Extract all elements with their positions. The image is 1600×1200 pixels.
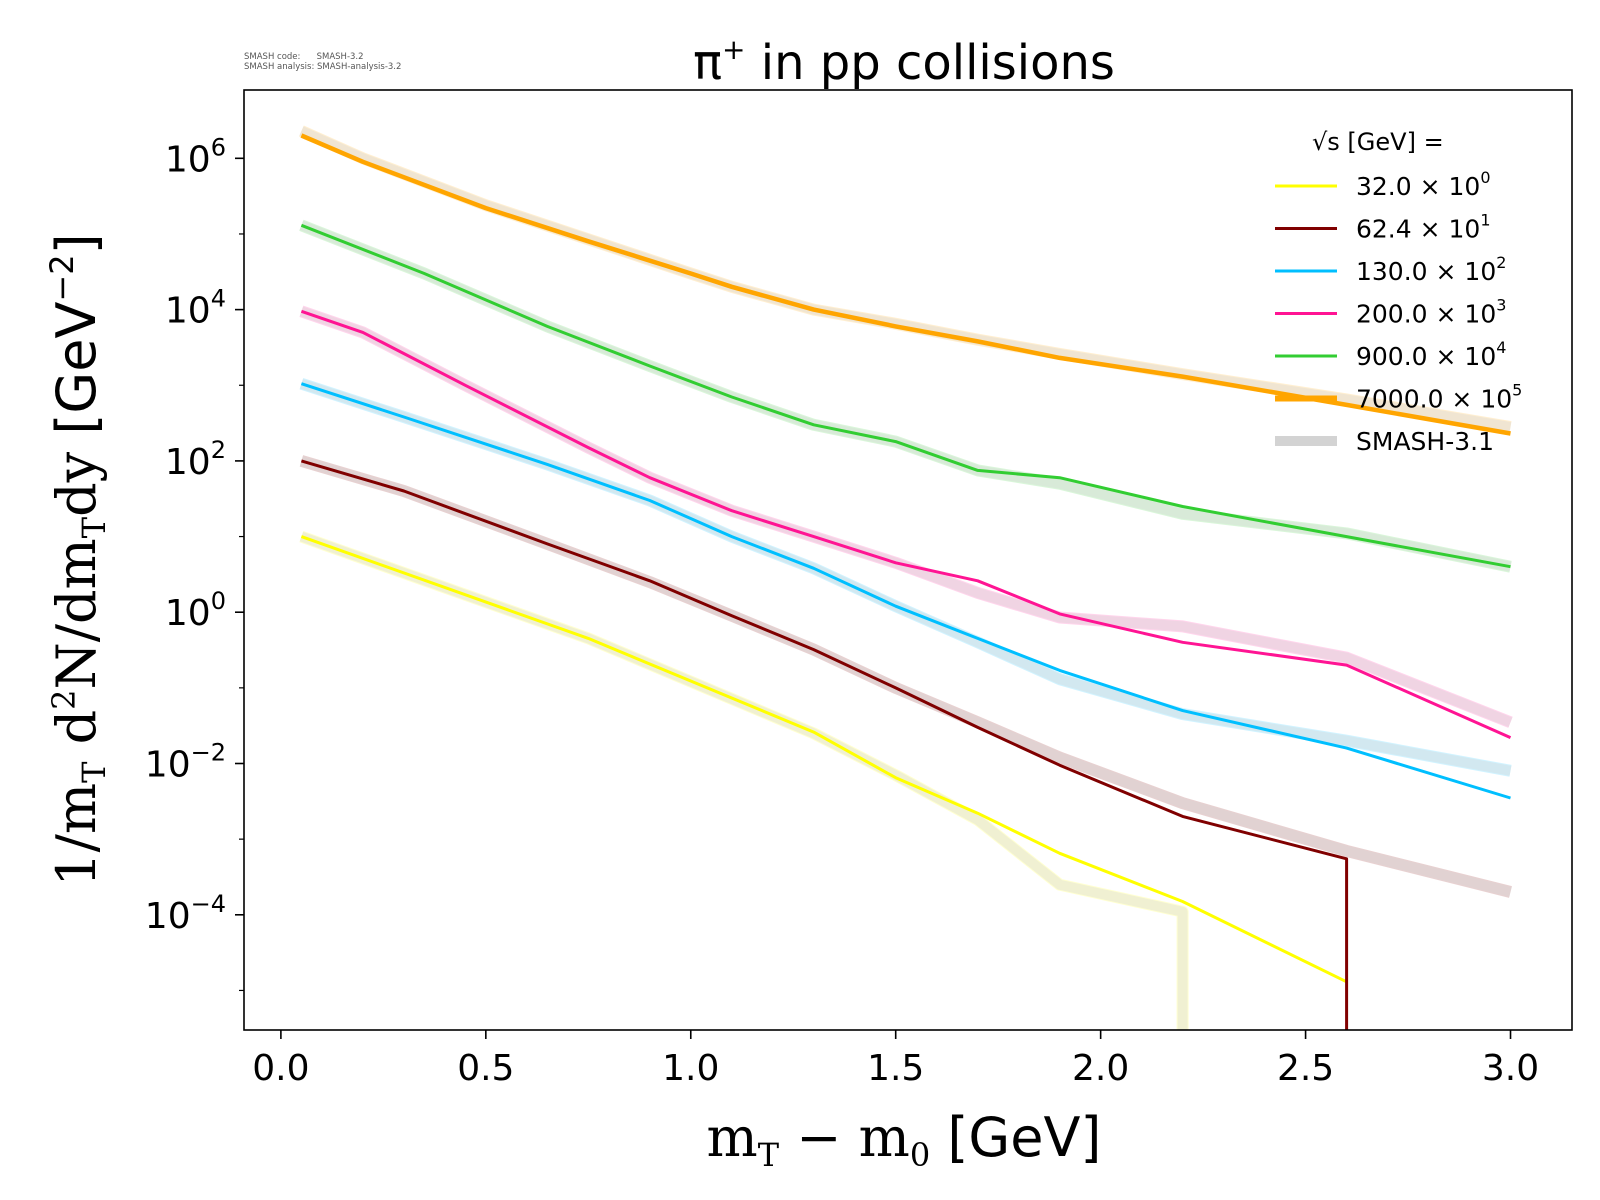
- legend-label: 130.0 × 102: [1356, 253, 1506, 286]
- x-tick-label: 3.0: [1482, 1048, 1539, 1089]
- series-line: [300, 535, 1348, 984]
- smash-version-note: SMASH code: SMASH-3.2 SMASH analysis: SMA…: [244, 52, 401, 72]
- y-tick-label: 10−2: [145, 739, 226, 786]
- legend-title-text: √s [GeV] =: [1312, 128, 1444, 156]
- plot-frame: [243, 89, 1573, 1031]
- legend-label: 62.4 × 101: [1356, 211, 1491, 244]
- reference-line: [298, 125, 1512, 434]
- x-tick-label: 0.5: [457, 1048, 514, 1089]
- chart-title: π+ in pp collisions: [693, 33, 1115, 91]
- series-line: [300, 133, 1511, 436]
- legend-title: √s [GeV] =: [1312, 128, 1444, 156]
- series-line: [300, 309, 1512, 739]
- x-tick-label: 2.5: [1277, 1048, 1334, 1089]
- y-axis-label: 1/mT d2N/dmTdy [GeV−2]: [43, 233, 113, 886]
- series-line: [300, 382, 1511, 800]
- reference-lines: [298, 125, 1513, 1030]
- chart-title-superscript: +: [722, 33, 745, 66]
- x-axis-label: mT − m0 [GeV]: [706, 1106, 1101, 1174]
- x-axis-ticks: 0.0 0.5 1.0 1.5 2.0 2.5 3.0: [252, 1030, 1539, 1089]
- y-tick-label: 106: [165, 133, 226, 180]
- series-line: [300, 223, 1511, 569]
- legend-label: 7000.0 × 105: [1356, 381, 1522, 414]
- chart-title-rest: in pp collisions: [746, 35, 1115, 91]
- smash-code-line: SMASH code: SMASH-3.2: [244, 52, 364, 62]
- legend-label: 900.0 × 104: [1356, 338, 1506, 371]
- legend: √s [GeV] = 32.0 × 100 62.4 × 101 130.0 × 1…: [1275, 128, 1522, 456]
- x-tick-label: 1.5: [867, 1048, 924, 1089]
- legend-label: SMASH-3.1: [1356, 427, 1494, 456]
- x-tick-label: 0.0: [252, 1048, 309, 1089]
- y-axis-ticks: 106 104 102 100 10−2 10−4: [145, 133, 244, 992]
- reference-line-shade: [299, 126, 1512, 433]
- smash-analysis-line: SMASH analysis: SMASH-analysis-3.2: [244, 62, 402, 72]
- series-line: [300, 459, 1349, 1030]
- x-tick-label: 1.0: [662, 1048, 719, 1089]
- x-tick-label: 2.0: [1072, 1048, 1129, 1089]
- y-tick-label: 10−4: [145, 890, 226, 937]
- y-tick-label: 100: [165, 587, 226, 634]
- legend-label: 200.0 × 103: [1356, 296, 1506, 329]
- legend-label: 32.0 × 100: [1356, 168, 1491, 201]
- legend-entries: 32.0 × 100 62.4 × 101 130.0 × 102 200.0 × 1…: [1275, 168, 1522, 456]
- data-lines: [300, 133, 1512, 1030]
- y-tick-label: 102: [165, 436, 226, 483]
- y-tick-label: 104: [165, 285, 226, 332]
- chart-title-symbol: π: [693, 35, 722, 91]
